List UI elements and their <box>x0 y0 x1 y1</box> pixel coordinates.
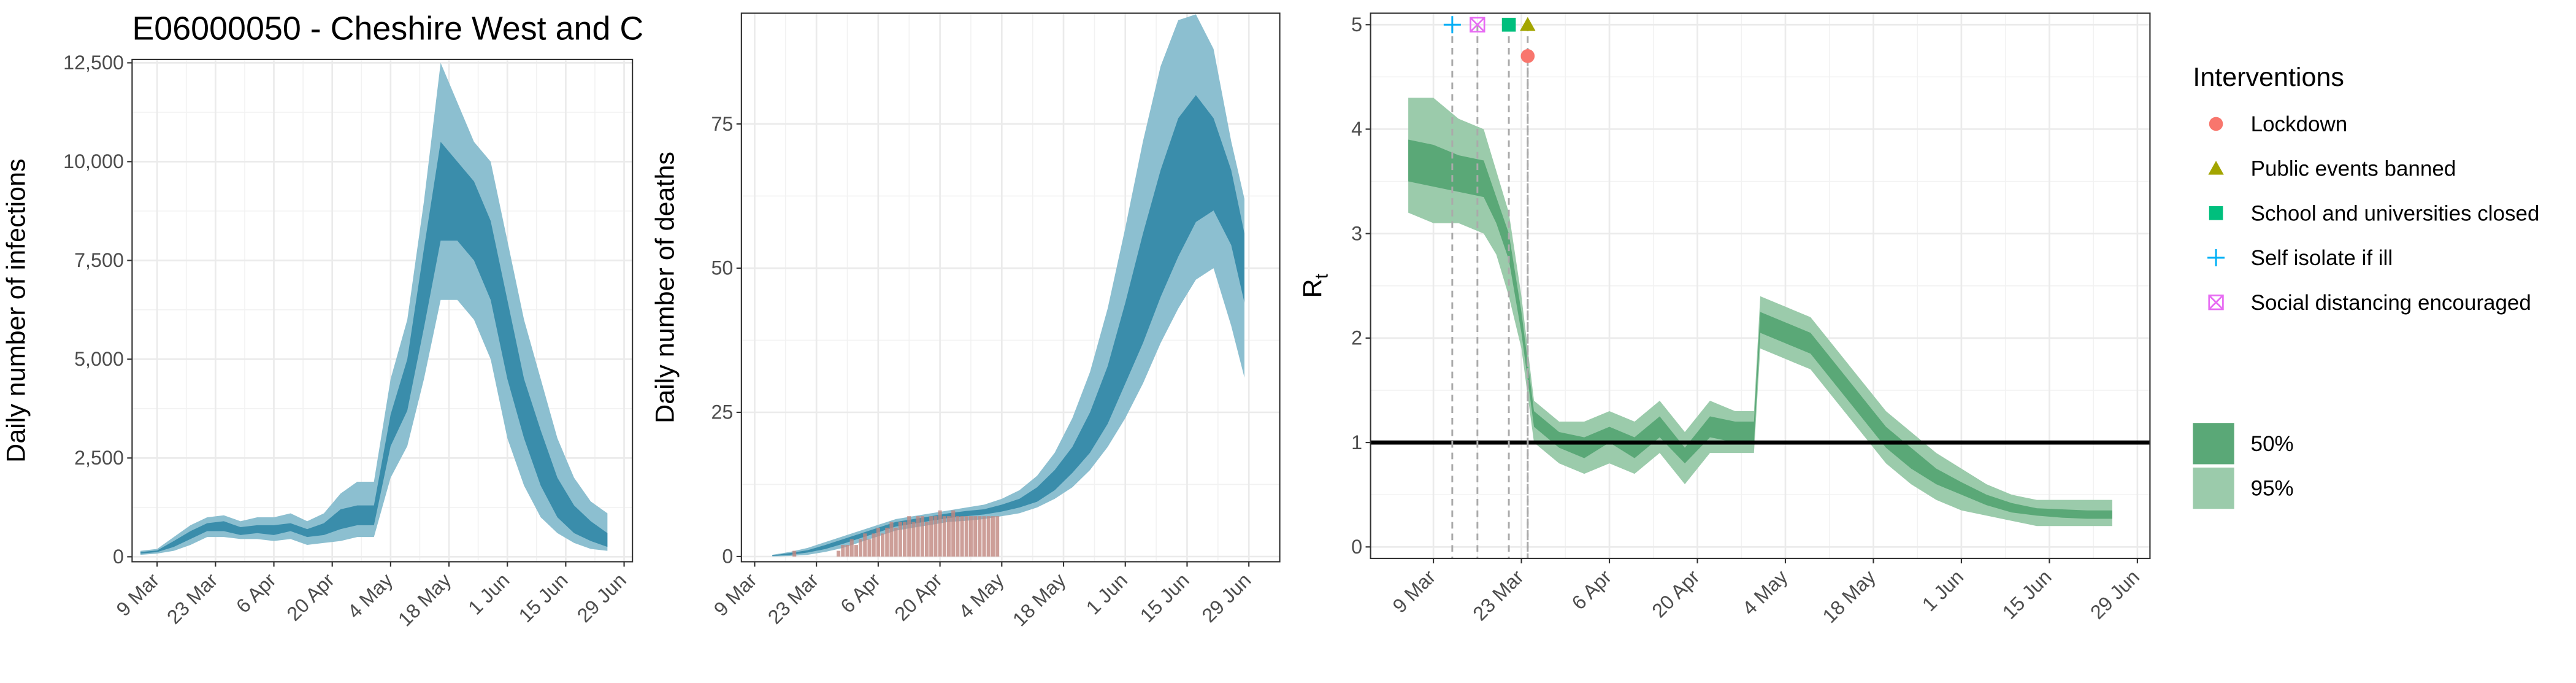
band <box>772 95 1244 556</box>
bar <box>929 516 933 557</box>
marker-square-cross <box>1470 17 1485 33</box>
bar <box>837 550 841 557</box>
y-axis-title: Rt <box>1298 273 1332 298</box>
bar <box>876 527 880 557</box>
bar <box>995 516 1000 557</box>
bar <box>792 550 797 557</box>
marker-square <box>2209 206 2223 220</box>
chart-title: E06000050 - Cheshire West and C <box>132 10 643 47</box>
legend-label: 95% <box>2251 477 2294 501</box>
band <box>140 63 608 555</box>
y-tick-label: 1 <box>1351 431 1362 453</box>
bar <box>924 522 929 557</box>
marker-square <box>1501 17 1516 32</box>
bar <box>863 533 867 557</box>
bar <box>951 510 956 557</box>
band <box>140 142 608 554</box>
marker-plus <box>2207 249 2225 267</box>
bar <box>872 533 876 557</box>
bar <box>956 516 960 557</box>
bar <box>849 539 854 557</box>
bar <box>894 527 898 557</box>
bar <box>845 545 849 557</box>
bar <box>867 539 872 557</box>
bar <box>960 516 964 557</box>
y-axis-title-main: R <box>1298 279 1327 298</box>
bar <box>859 539 863 557</box>
bar <box>920 516 924 557</box>
y-tick-label: 0 <box>113 546 124 568</box>
bar <box>933 516 938 557</box>
bar <box>973 516 978 557</box>
y-tick-label: 2,500 <box>74 447 124 469</box>
bar <box>986 516 991 557</box>
bar <box>991 516 995 557</box>
bar <box>889 522 894 557</box>
legend-label: School and universities closed <box>2251 201 2540 225</box>
bar <box>916 516 920 557</box>
marker-square-cross <box>2208 295 2224 311</box>
y-tick-label: 5 <box>1351 14 1362 36</box>
marker-triangle <box>1520 17 1536 31</box>
legend-label: Lockdown <box>2251 112 2348 136</box>
plot-area <box>741 13 1280 562</box>
y-tick-label: 3 <box>1351 222 1362 244</box>
bar <box>881 533 885 557</box>
legend-label: Social distancing encouraged <box>2251 291 2531 315</box>
y-tick-label: 2 <box>1351 327 1362 349</box>
marker-circle <box>1520 49 1535 63</box>
y-tick-label: 5,000 <box>74 348 124 370</box>
legend-swatch <box>2193 467 2234 509</box>
bar <box>982 516 986 557</box>
y-axis-title: Daily number of deaths <box>650 152 680 423</box>
bar <box>946 516 951 557</box>
bar <box>898 522 902 557</box>
y-tick-label: 75 <box>711 113 733 135</box>
marker-circle <box>2209 117 2223 131</box>
bar <box>841 545 845 557</box>
panel-border <box>1370 12 2151 560</box>
y-tick-label: 25 <box>711 401 733 423</box>
legend-label: 50% <box>2251 432 2294 456</box>
y-tick-label: 12,500 <box>63 52 124 74</box>
y-tick-label: 4 <box>1351 118 1362 140</box>
bar <box>938 510 942 557</box>
marker-triangle <box>2208 160 2224 175</box>
y-tick-label: 10,000 <box>63 150 124 172</box>
plot-area <box>1370 13 2150 559</box>
panel-border <box>131 58 634 563</box>
bar <box>911 522 916 557</box>
bar <box>964 516 968 557</box>
bar <box>942 516 946 557</box>
legend-title: Interventions <box>2193 63 2344 92</box>
y-tick-label: 7,500 <box>74 249 124 271</box>
bar <box>968 516 973 557</box>
legend-label: Public events banned <box>2251 157 2456 181</box>
bar <box>907 516 911 557</box>
legend: Interventions Lockdown Public events banne… <box>2193 63 2539 509</box>
legend-label: Self isolate if ill <box>2251 246 2393 270</box>
bar <box>902 522 907 557</box>
y-tick-label: 0 <box>1351 536 1362 558</box>
bar <box>885 527 889 557</box>
y-tick-label: 50 <box>711 257 733 279</box>
marker-plus <box>1443 16 1461 34</box>
bar <box>854 545 858 557</box>
band <box>1408 139 2112 519</box>
bar <box>978 516 982 557</box>
plot-area <box>132 59 633 562</box>
y-axis-title: Daily number of infections <box>1 158 31 462</box>
legend-swatch <box>2193 423 2234 465</box>
y-tick-label: 0 <box>722 546 733 568</box>
y-axis-title-subscript: t <box>1312 273 1332 279</box>
panel-border <box>740 12 1281 563</box>
